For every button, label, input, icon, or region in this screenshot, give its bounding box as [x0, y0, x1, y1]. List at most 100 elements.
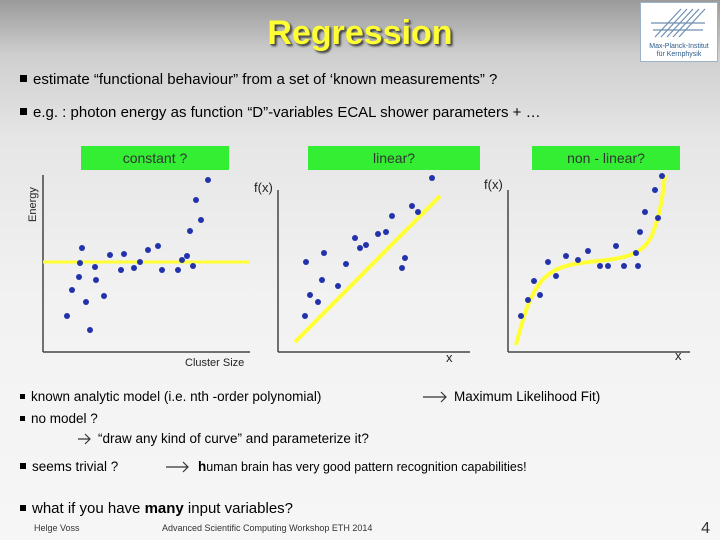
data-point [633, 250, 639, 256]
data-point [652, 187, 658, 193]
nonlinear-fit-curve [514, 174, 667, 346]
data-point [118, 267, 124, 273]
data-point [187, 228, 193, 234]
data-point [315, 299, 321, 305]
footer-event: Advanced Scientific Computing Workshop E… [162, 523, 373, 533]
plot1-points [64, 177, 211, 333]
data-point [597, 263, 603, 269]
data-point [537, 292, 543, 298]
data-point [93, 277, 99, 283]
fx-label-nonlinear: f(x) [484, 177, 503, 192]
data-point [545, 259, 551, 265]
data-point [107, 252, 113, 258]
lower-bullet-4-text: seems trivial ? [32, 459, 119, 474]
lower-bullet-5-text-a: what if you have [32, 500, 145, 517]
bullet-2-text: e.g. : photon energy as function “D”-var… [33, 104, 541, 121]
arrow-right-icon [166, 461, 189, 473]
data-point [531, 278, 537, 284]
label-linear: linear? [308, 146, 480, 170]
data-point [621, 263, 627, 269]
data-point [525, 297, 531, 303]
data-point [83, 299, 89, 305]
data-point [184, 253, 190, 259]
lower-bullet-5-text-bold: many [144, 500, 184, 517]
data-point [357, 245, 363, 251]
institute-logo: Max-Planck-Institut für Kernphysik [640, 2, 718, 62]
lower-bullet-1-text: known analytic model (i.e. nth -order po… [31, 389, 322, 404]
data-point [613, 243, 619, 249]
data-point [352, 235, 358, 241]
bullet-1-text: estimate “functional behaviour” from a s… [33, 71, 498, 88]
lower-bullet-5-text-c: input variables? [183, 500, 293, 517]
lower-bullet-4b: human brain has very good pattern recogn… [198, 459, 527, 474]
data-point [76, 274, 82, 280]
data-point [343, 261, 349, 267]
x-label-nonlinear: x [675, 348, 682, 363]
data-point [637, 229, 643, 235]
data-point [319, 277, 325, 283]
bullet-square-icon [20, 394, 25, 399]
bullet-1: estimate “functional behaviour” from a s… [20, 71, 497, 88]
arrow-right-icon [423, 391, 447, 403]
label-constant: constant ? [81, 146, 229, 170]
data-point [383, 229, 389, 235]
logo-text: Max-Planck-Institut für Kernphysik [641, 43, 717, 59]
data-point [335, 283, 341, 289]
footer-author: Helge Voss [34, 523, 80, 533]
plot3-points [518, 173, 665, 319]
data-point [429, 175, 435, 181]
arrow-right-icon [78, 433, 91, 445]
data-point [655, 215, 661, 221]
data-point [642, 209, 648, 215]
bullet-square-icon [20, 463, 26, 469]
x-label-linear: x [446, 350, 453, 365]
fx-label-linear: f(x) [254, 180, 273, 195]
data-point [131, 265, 137, 271]
data-point [635, 263, 641, 269]
label-nonlinear: non - linear? [532, 146, 680, 170]
data-point [193, 197, 199, 203]
bullet-square-icon [20, 108, 27, 115]
data-point [303, 259, 309, 265]
logo-line1: Max-Planck-Institut [649, 43, 709, 50]
data-point [137, 259, 143, 265]
lower-bullet-4b-bold: h [198, 459, 207, 474]
plot2-points [302, 175, 435, 319]
data-point [399, 265, 405, 271]
data-point [69, 287, 75, 293]
data-point [190, 263, 196, 269]
cluster-size-axis-label: Cluster Size [185, 357, 245, 369]
data-point [363, 242, 369, 248]
data-point [659, 173, 665, 179]
data-point [402, 255, 408, 261]
data-point [585, 248, 591, 254]
data-point [575, 257, 581, 263]
data-point [198, 217, 204, 223]
lower-bullet-2-text: no model ? [31, 411, 98, 426]
data-point [321, 250, 327, 256]
data-point [87, 327, 93, 333]
bullet-square-icon [20, 416, 25, 421]
data-point [79, 245, 85, 251]
data-point [563, 253, 569, 259]
lower-bullet-1: known analytic model (i.e. nth -order po… [20, 389, 321, 404]
logo-line2: für Kernphysik [656, 51, 702, 58]
data-point [205, 177, 211, 183]
data-point [77, 260, 83, 266]
bullet-square-icon [20, 75, 27, 82]
data-point [415, 209, 421, 215]
data-point [145, 247, 151, 253]
data-point [155, 243, 161, 249]
lower-bullet-1b: Maximum Likelihood Fit) [454, 389, 601, 404]
bullet-2: e.g. : photon energy as function “D”-var… [20, 104, 541, 121]
lower-bullet-4: seems trivial ? [20, 459, 118, 474]
data-point [518, 313, 524, 319]
energy-axis-label: Energy [27, 187, 39, 222]
data-point [389, 213, 395, 219]
data-point [175, 267, 181, 273]
lower-bullet-2: no model ? [20, 411, 98, 426]
slide-title: Regression [267, 14, 453, 52]
logo-emblem-icon [651, 8, 706, 38]
